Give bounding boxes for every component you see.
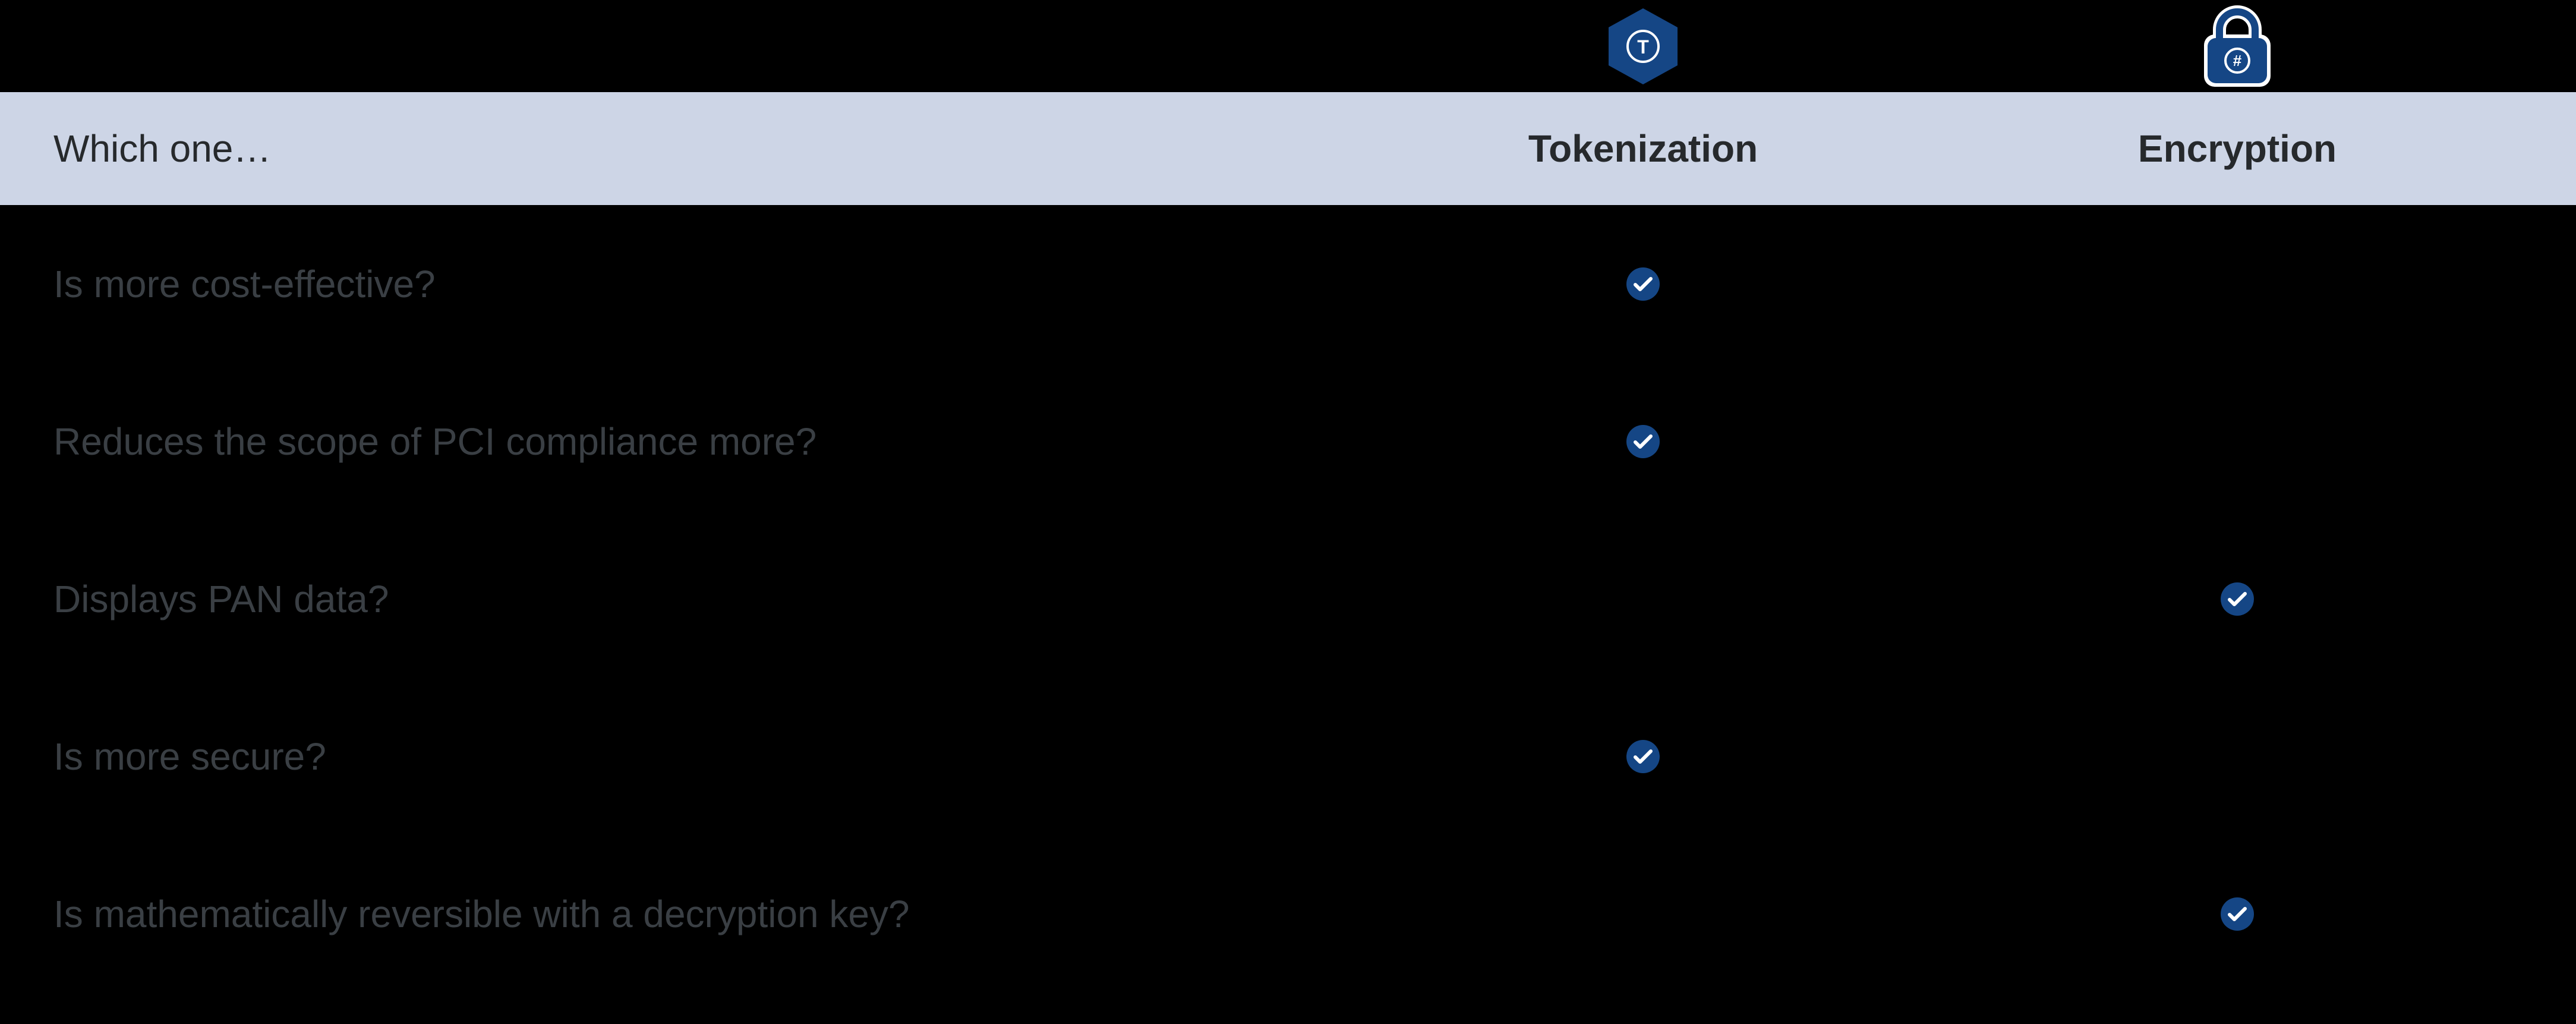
column-header-encryption: Encryption <box>1952 127 2523 171</box>
table-row: Displays PAN data? <box>0 520 2576 678</box>
table-body: Is more cost-effective? Reduces the scop… <box>0 205 2576 1024</box>
cell-encryption <box>1952 896 2523 932</box>
row-question: Reduces the scope of PCI compliance more… <box>53 420 816 464</box>
check-icon <box>2219 581 2255 617</box>
table-row: Is mathematically reversible with a decr… <box>0 835 2576 993</box>
row-question: Displays PAN data? <box>53 577 389 621</box>
check-icon <box>1625 424 1661 459</box>
header-question-label: Which one… <box>53 127 271 171</box>
svg-text:#: # <box>2233 52 2242 70</box>
column-icons-row: T # <box>0 0 2576 92</box>
table-row: Reduces the scope of PCI compliance more… <box>0 363 2576 520</box>
encryption-icon-cell: # <box>1952 0 2523 92</box>
hexagon-t-icon: T <box>1601 5 1685 88</box>
check-icon <box>1625 739 1661 774</box>
cell-encryption <box>1952 581 2523 617</box>
cell-tokenization <box>1334 424 1952 459</box>
check-icon <box>2219 896 2255 932</box>
row-question: Is more secure? <box>53 735 326 779</box>
cell-tokenization <box>1334 739 1952 774</box>
cell-tokenization <box>1334 266 1952 302</box>
tokenization-icon-cell: T <box>1334 0 1952 92</box>
column-header-tokenization: Tokenization <box>1334 127 1952 171</box>
svg-text:T: T <box>1637 36 1649 58</box>
row-question: Is mathematically reversible with a decr… <box>53 892 910 936</box>
table-header: Which one… Tokenization Encryption <box>0 92 2576 205</box>
row-question: Is more cost-effective? <box>53 262 436 306</box>
check-icon <box>1625 266 1661 302</box>
comparison-table: T # Whi <box>0 0 2576 1024</box>
lock-hash-icon: # <box>2190 0 2285 94</box>
table-row: Is more secure? <box>0 678 2576 835</box>
table-row: Is more cost-effective? <box>0 205 2576 363</box>
